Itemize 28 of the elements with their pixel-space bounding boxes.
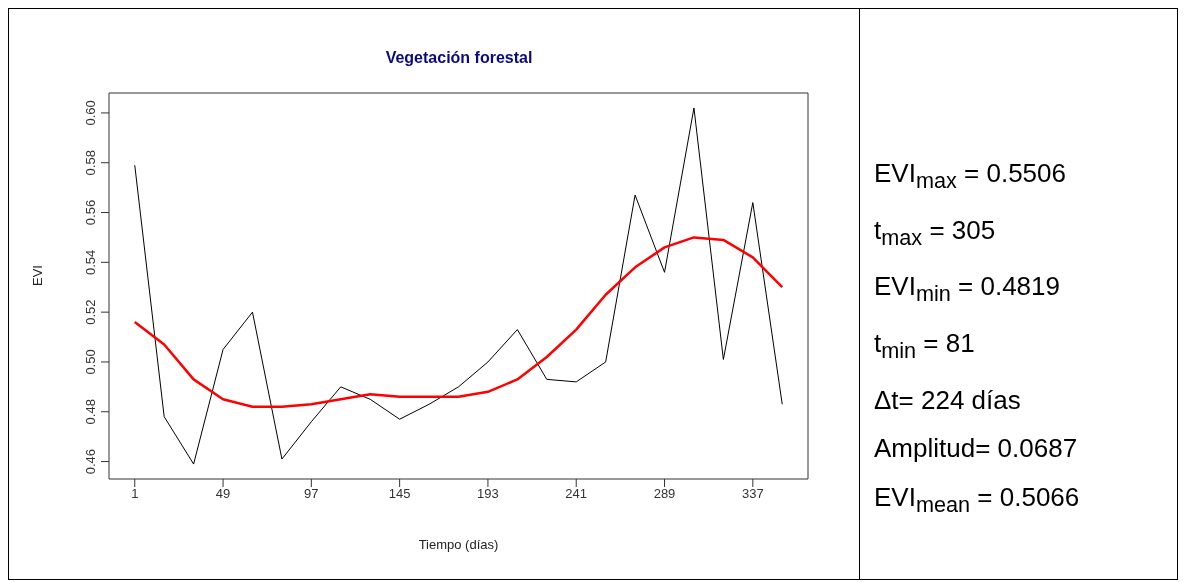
text: t$_{max}$ = 305 [874,213,997,252]
line-series [133,236,784,409]
x-axis-title: Tiempo (días) [418,537,499,552]
text: Δt= 224 días [874,383,1022,417]
x-tick-label: 337 [741,486,764,502]
text: EVI$_{mean}$ = 0.5066 [874,480,1080,519]
chart-title: Vegetación forestal [384,49,534,67]
x-tick-label: 49 [215,486,231,502]
x-tick-label: 241 [565,486,588,502]
y-tick-label: 0.56 [83,199,98,226]
x-tick-label: 145 [388,486,411,502]
x-tick-label: 97 [304,486,319,502]
y-tick-label: 0.54 [83,249,98,275]
text: Amplitud= 0.0687 [874,432,1079,466]
text: EVI$_{min}$ = 0.4819 [874,270,1061,309]
line-series [134,107,783,465]
y-tick-label: 0.60 [83,100,98,126]
x-tick-label: 289 [653,486,676,502]
y-tick-label: 0.52 [83,299,98,325]
text: t$_{min}$ = 81 [874,327,976,366]
y-tick-label: 0.48 [83,399,98,425]
x-tick-label: 1 [131,486,139,502]
x-tick-label: 193 [477,486,499,502]
y-tick-label: 0.46 [83,448,98,475]
y-tick-label: 0.50 [83,349,98,375]
y-tick-label: 0.58 [83,150,98,176]
text: EVI$_{max}$ = 0.5506 [874,157,1067,196]
y-axis-title: EVI [29,265,45,286]
